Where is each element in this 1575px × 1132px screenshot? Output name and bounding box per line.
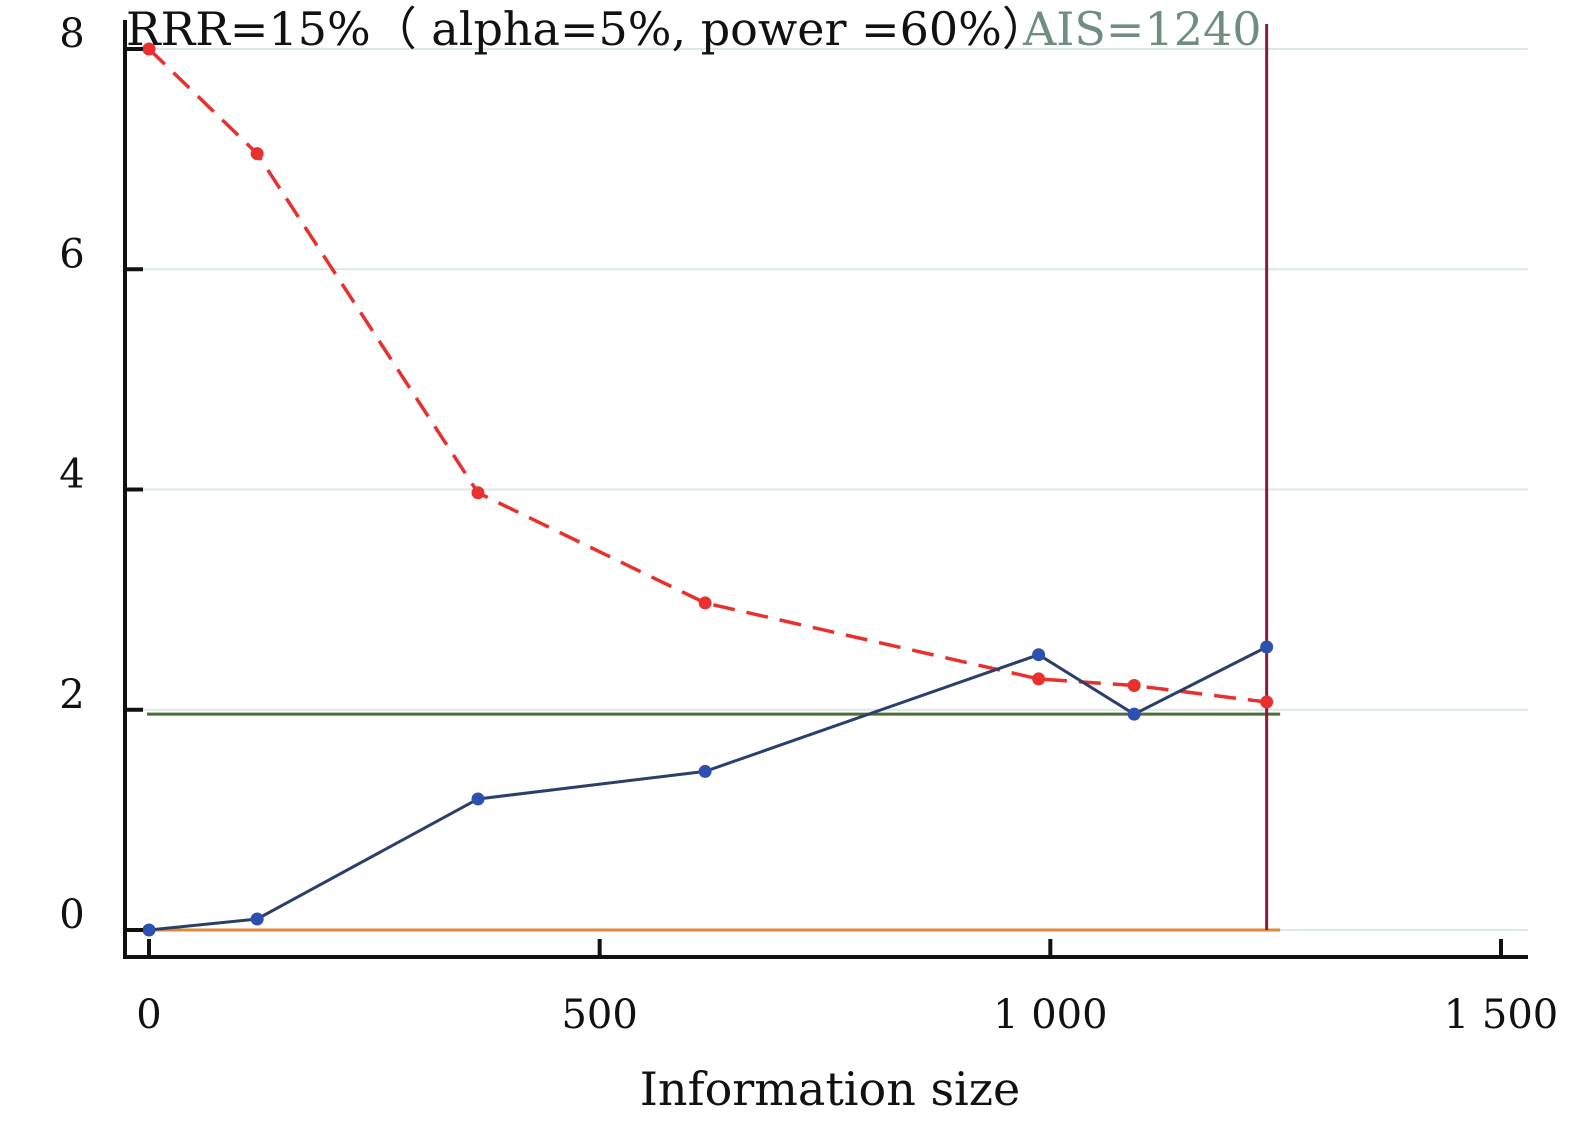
series-0-point-6 [1260,695,1274,709]
y-tick-label-3: 6 [59,231,84,277]
series-1-point-4 [1032,648,1046,662]
series-0-point-0 [142,42,156,56]
x-axis-title: Information size [640,1062,1020,1116]
series-1-point-0 [142,923,156,937]
x-tick-label-2: 1 000 [993,992,1108,1038]
series-1-point-1 [250,912,264,926]
y-tick-label-4: 8 [59,11,84,57]
series-0-point-3 [698,596,712,610]
reference-lines [147,24,1281,932]
series-1-point-6 [1260,640,1274,654]
series-1-point-3 [698,764,712,778]
y-tick-label-0: 0 [59,892,84,938]
series-0-point-4 [1032,672,1046,686]
ais-label: AIS=1240 [1022,2,1262,56]
axes [123,20,1528,959]
series-line-1 [148,645,1268,932]
series-0-point-5 [1127,679,1141,693]
series-0-point-2 [471,486,485,500]
chart-title: RRR=15%（ alpha=5%, power =60%） [126,2,1048,56]
series-1-point-5 [1127,707,1141,721]
x-tick-label-0: 0 [136,992,161,1038]
y-tick-label-1: 2 [59,672,84,718]
gridlines [125,48,1528,931]
y-tick-label-2: 4 [59,452,84,498]
x-tick-label-1: 500 [561,992,637,1038]
data-series [142,42,1274,937]
series-1-point-2 [471,792,485,806]
series-0-point-1 [250,147,264,161]
x-tick-label-3: 1 500 [1444,992,1559,1038]
tick-labels: 0 2 4 6 8 0 500 1 000 1 500 [59,11,1558,1038]
